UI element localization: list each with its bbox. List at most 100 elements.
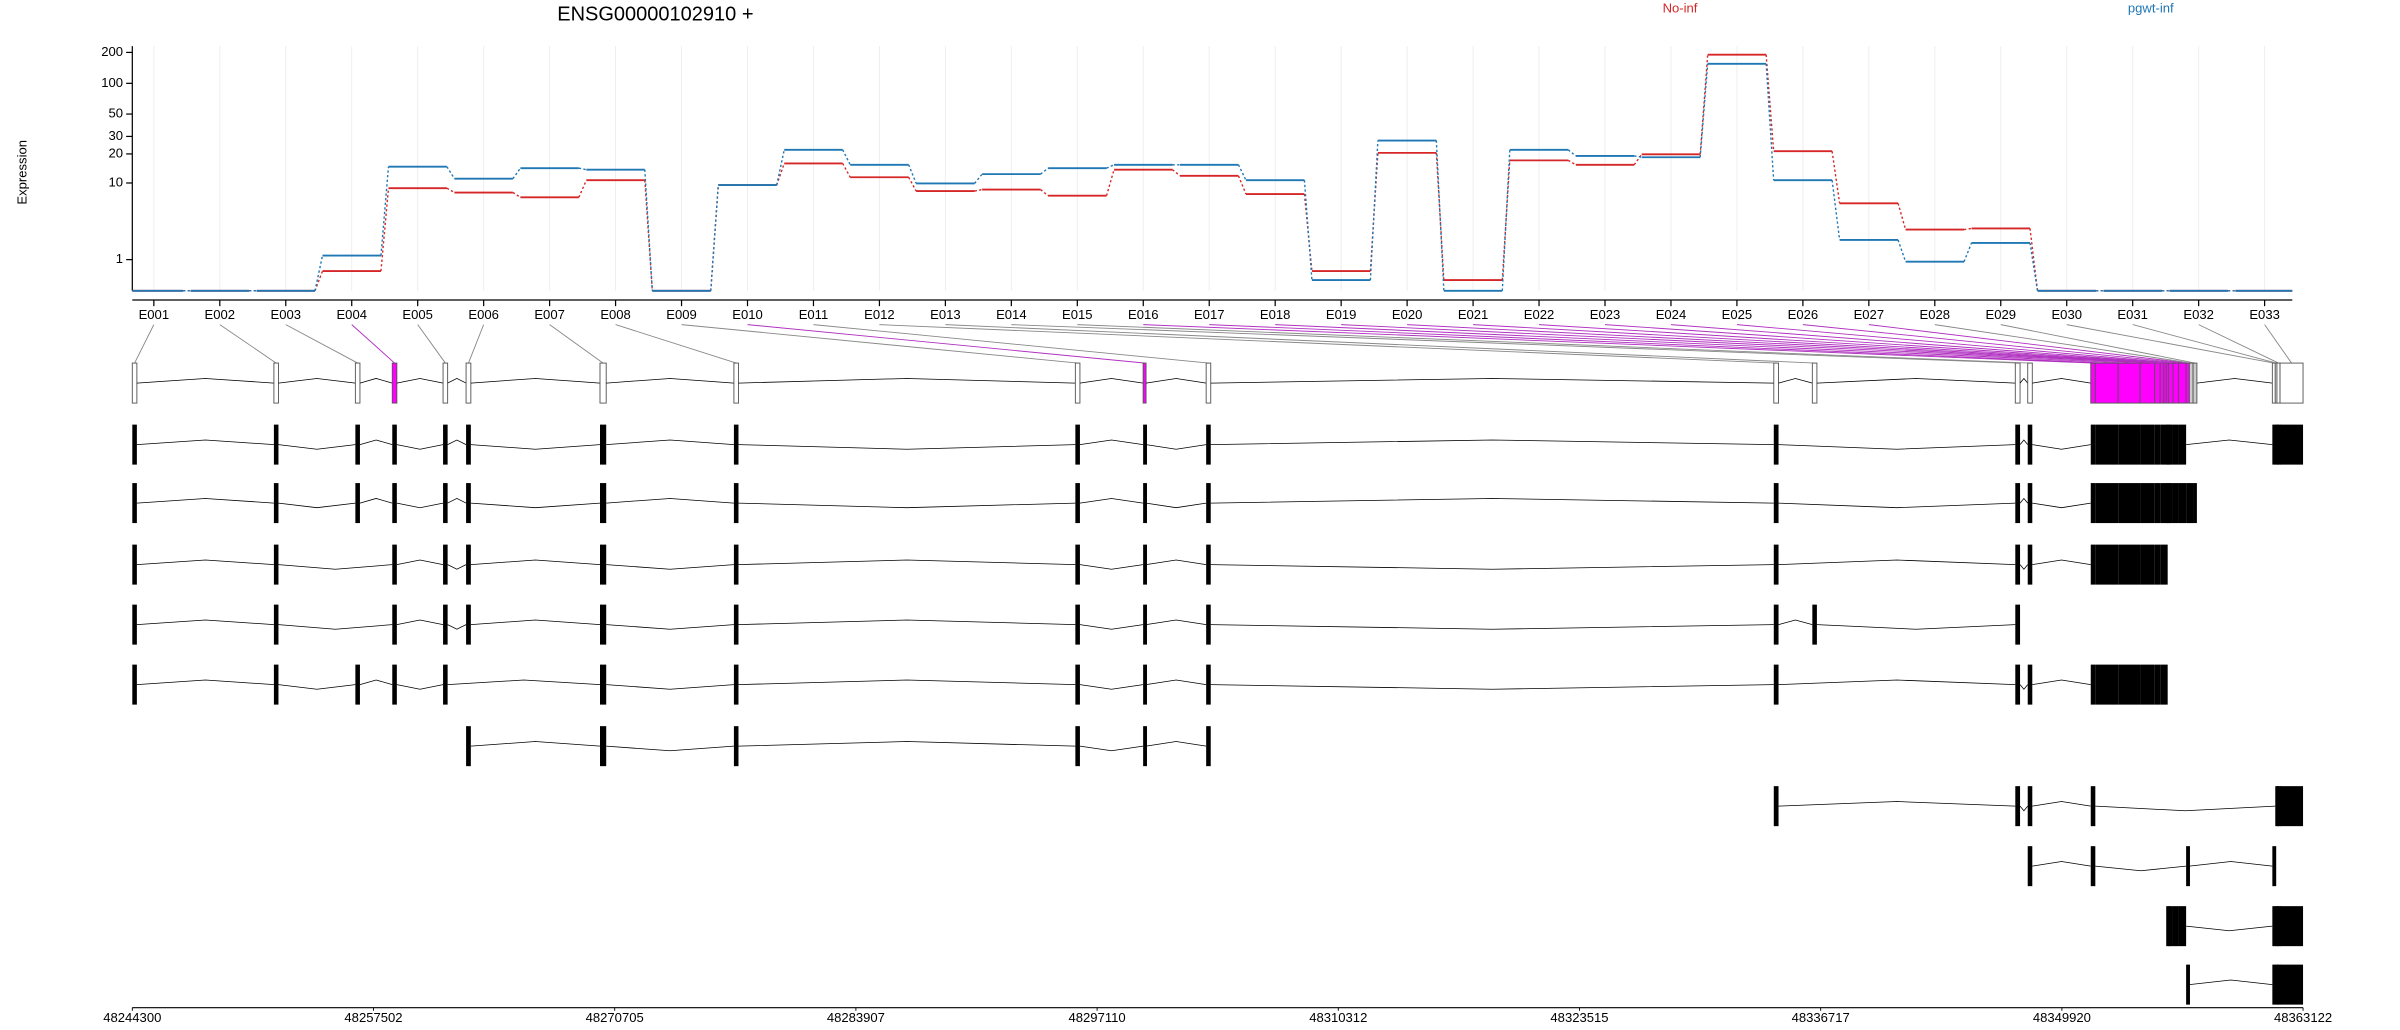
exon-connector — [2132, 324, 2277, 364]
series-connector — [842, 149, 851, 166]
transcript-exon — [1075, 726, 1080, 767]
transcript-exon — [392, 424, 397, 465]
genome-tick-label: 48363122 — [2274, 1010, 2332, 1025]
genome-tick-label: 48244300 — [103, 1010, 161, 1025]
transcript-exon — [2095, 544, 2119, 585]
transcript-exon — [132, 604, 137, 645]
intron — [136, 559, 274, 565]
series-connector — [908, 164, 917, 184]
x-tick-label: E011 — [799, 307, 829, 322]
intron — [396, 619, 444, 625]
transcript-exon — [1143, 483, 1147, 524]
intron — [470, 378, 601, 384]
exon-bin — [2094, 362, 2119, 404]
series-connector — [776, 163, 785, 186]
series-connector — [644, 169, 653, 291]
transcript-exon — [1206, 424, 1211, 465]
series-connector — [1369, 140, 1379, 281]
y-tick-label: 200 — [101, 44, 123, 59]
exon-connector — [1604, 324, 2168, 364]
transcript-exon — [2160, 483, 2165, 524]
intron — [2189, 861, 2273, 867]
transcript-exon — [733, 726, 739, 767]
intron — [136, 498, 274, 504]
series-connector — [1106, 164, 1115, 169]
chart-title: ENSG00000102910 + — [557, 4, 753, 26]
transcript-exon — [2140, 483, 2155, 524]
intron — [2186, 439, 2273, 445]
intron — [447, 498, 467, 504]
transcript-exon — [2015, 483, 2021, 524]
intron — [738, 741, 1076, 747]
series-connector — [1831, 151, 1841, 204]
series-connector — [1303, 180, 1313, 281]
intron — [1210, 624, 1774, 630]
transcript-exon — [466, 483, 471, 524]
intron — [278, 444, 356, 450]
exon-connector — [2000, 324, 2196, 364]
exon-connector — [549, 324, 604, 364]
x-tick-label: E033 — [2249, 307, 2280, 322]
transcript-exon — [2118, 483, 2141, 524]
exon-bin — [1773, 362, 1779, 404]
y-tick-label: 10 — [109, 174, 124, 189]
x-tick-label: E006 — [468, 307, 499, 322]
transcript-exon — [2163, 424, 2168, 465]
intron — [470, 619, 601, 625]
intron — [278, 378, 356, 384]
transcript-exon — [2168, 424, 2173, 465]
intron — [470, 502, 601, 509]
intron — [2189, 979, 2273, 985]
exon-connector — [1275, 324, 2130, 364]
transcript-exon — [2280, 906, 2304, 947]
intron — [1816, 624, 2016, 630]
transcript-exon — [1773, 604, 1779, 645]
series-connector — [1699, 63, 1709, 158]
series-connector — [1699, 54, 1709, 155]
intron — [396, 502, 444, 509]
intron — [738, 679, 1076, 685]
exon-bin — [131, 362, 138, 404]
intron — [1146, 741, 1207, 747]
intron — [606, 498, 734, 504]
transcript-exon — [392, 604, 397, 645]
intron — [2019, 564, 2029, 570]
intron — [2019, 805, 2029, 812]
transcript-exon — [2178, 424, 2187, 465]
exon-bin — [2276, 362, 2281, 404]
genome-tick-label: 48323515 — [1550, 1010, 1608, 1025]
transcript-exon — [2166, 424, 2171, 465]
transcript-exon — [1773, 786, 1779, 827]
exon-bin — [1205, 362, 1212, 404]
x-tick-label: E015 — [1062, 307, 1093, 322]
exon-connector — [134, 324, 155, 364]
x-tick-label: E018 — [1260, 307, 1291, 322]
x-tick-label: E002 — [205, 307, 236, 322]
legend-label: No-inf — [1663, 1, 1698, 16]
exon-connector — [417, 324, 446, 364]
transcript-exon — [2160, 664, 2165, 705]
transcript-exon — [2272, 846, 2277, 887]
series-connector — [1765, 54, 1775, 152]
transcript-exon — [1206, 664, 1211, 705]
genome-tick-label: 48336717 — [1792, 1010, 1850, 1025]
exon-connector — [945, 324, 1815, 364]
transcript-exon — [599, 424, 607, 465]
exon-connector — [879, 324, 1777, 364]
exon-bin — [2279, 362, 2304, 404]
series-connector — [1963, 242, 1973, 262]
transcript-exon — [2166, 483, 2171, 524]
series-connector — [1831, 180, 1841, 241]
x-tick-label: E032 — [2183, 307, 2214, 322]
intron — [396, 684, 444, 690]
intron — [606, 624, 734, 630]
transcript-exon — [2178, 906, 2187, 947]
intron — [2019, 377, 2029, 384]
intron — [359, 378, 393, 384]
transcript-exon — [2186, 483, 2190, 524]
x-tick-label: E012 — [864, 307, 895, 322]
intron — [278, 502, 356, 509]
intron — [1079, 745, 1144, 752]
intron — [1778, 679, 2016, 685]
transcript-exon — [2090, 544, 2096, 585]
